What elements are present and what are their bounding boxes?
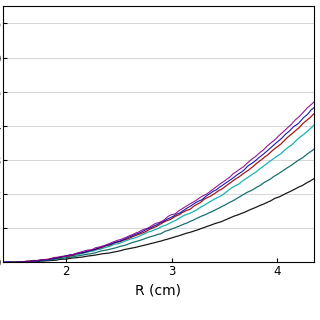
X-axis label: R (cm): R (cm)	[135, 284, 181, 298]
